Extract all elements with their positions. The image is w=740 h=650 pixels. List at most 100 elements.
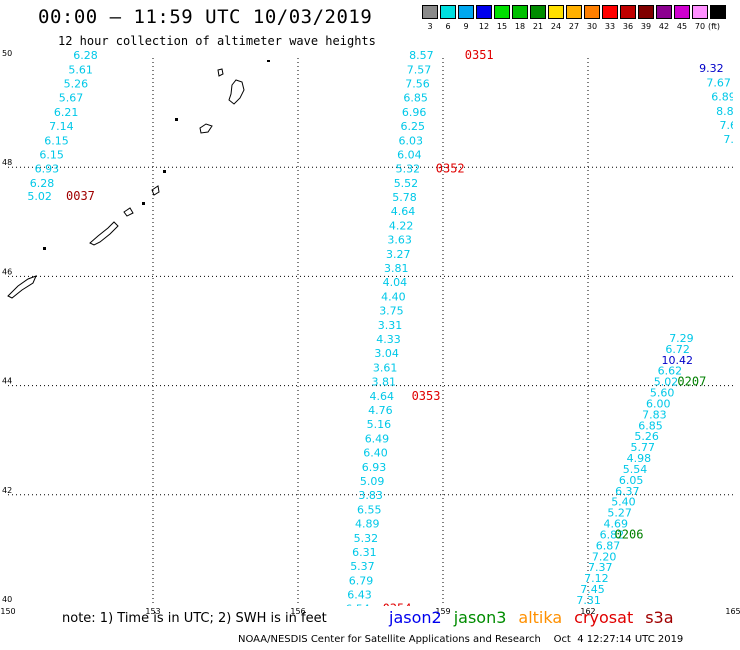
wave-height-value: 5.61 <box>68 63 93 76</box>
wave-height-value: 6.40 <box>363 447 388 460</box>
islet-1 <box>175 118 178 121</box>
satellite-cryosat: cryosat <box>574 608 634 627</box>
wave-height-value: 6.43 <box>347 589 372 602</box>
wave-height-value: 7.81 <box>344 617 369 630</box>
wave-height-value: 6.87 <box>596 539 621 552</box>
islet-5 <box>267 60 270 62</box>
lon-tick-label: 162 <box>580 607 595 616</box>
legend-unit: (ft) <box>708 22 721 31</box>
pass-time-label: 0037 <box>66 189 95 203</box>
wave-height-value: 3.04 <box>374 347 399 360</box>
legend-label: 3 <box>427 22 433 31</box>
wave-height-value: 3.61 <box>373 361 398 374</box>
wave-height-value: 5.78 <box>392 191 417 204</box>
wave-height-value: 3.81 <box>384 262 409 275</box>
wave-height-value: 6.62 <box>658 365 683 378</box>
legend-swatch <box>710 5 726 19</box>
lat-tick-label: 40 <box>2 595 12 604</box>
wave-height-value: 3.63 <box>387 234 412 247</box>
wave-height-value: 6.03 <box>399 134 424 147</box>
legend-swatch <box>494 5 510 19</box>
pass-time-label: 0352 <box>436 162 465 176</box>
wave-height-value: 4.22 <box>389 219 414 232</box>
wave-height-value: 6.05 <box>619 474 644 487</box>
wave-height-value: 5.77 <box>631 441 656 454</box>
wave-height-value: 5.32 <box>354 532 379 545</box>
lon-tick-label: 165 <box>725 607 740 616</box>
island-5 <box>89 221 119 246</box>
wave-height-value: 7.34 <box>723 133 740 146</box>
wave-height-value: 4.04 <box>383 276 408 289</box>
wave-height-value: 6.89 <box>711 91 736 104</box>
legend-label: 18 <box>514 22 526 31</box>
legend-label: 27 <box>568 22 580 31</box>
legend-swatch <box>512 5 528 19</box>
wave-height-value: 6.83 <box>573 605 598 618</box>
wave-height-value: 5.37 <box>350 560 375 573</box>
satellite-legend: jason2 jason3 altika cryosat s3a <box>389 608 686 627</box>
wave-height-value: 9.32 <box>699 62 724 75</box>
legend-label: 21 <box>532 22 544 31</box>
wave-height-value: 8.57 <box>409 49 434 62</box>
legend-swatch <box>638 5 654 19</box>
wave-height-value: 7.29 <box>669 332 694 345</box>
legend-swatch <box>602 5 618 19</box>
lon-tick-label: 153 <box>145 607 160 616</box>
satellite-jason3: jason3 <box>453 608 507 627</box>
altimeter-tracks: 6.285.615.265.676.217.146.156.156.936.28… <box>27 48 740 650</box>
wave-height-value: 7.67 <box>706 76 731 89</box>
lon-tick-label: 150 <box>0 607 15 616</box>
footer-credit: NOAA/NESDIS Center for Satellite Applica… <box>238 634 684 645</box>
note-text: note: 1) Time is in UTC; 2) SWH is in fe… <box>62 611 327 626</box>
islet-3 <box>142 202 145 205</box>
wave-height-value: 5.02 <box>654 376 679 389</box>
satellite-jason2: jason2 <box>389 608 442 627</box>
wave-height-value: 4.98 <box>627 452 652 465</box>
pass-time-label: 0354 <box>383 602 412 616</box>
wave-height-value: 10.42 <box>661 354 693 367</box>
wave-height-value: 3.31 <box>378 319 403 332</box>
wave-height-value: 5.67 <box>59 92 84 105</box>
legend-swatch <box>422 5 438 19</box>
wave-height-value: 5.32 <box>396 163 421 176</box>
islet-2 <box>163 170 166 173</box>
pass-time-label: 0353 <box>412 389 441 403</box>
legend-swatch <box>566 5 582 19</box>
wave-height-value: 5.09 <box>360 475 385 488</box>
legend-label: 33 <box>604 22 616 31</box>
legend-swatch <box>530 5 546 19</box>
satellite-s3a: s3a <box>645 608 674 627</box>
wave-height-value: 6.21 <box>54 106 79 119</box>
legend-swatch <box>692 5 708 19</box>
graticule: 150 153 156 159 162 165 50 48 46 44 42 40 <box>0 49 740 616</box>
wave-height-value: 5.40 <box>611 496 636 509</box>
wave-height-value: 7.37 <box>588 561 613 574</box>
wave-height-value: 6.82 <box>600 528 625 541</box>
wave-height-value: 6.93 <box>362 461 387 474</box>
wave-height-value: 6.54 <box>345 603 370 616</box>
wave-height-value: 8.13 <box>341 645 366 650</box>
lon-tick-label: 156 <box>290 607 305 616</box>
island-3 <box>199 123 213 134</box>
wave-height-value: 5.27 <box>607 507 632 520</box>
legend-swatch <box>476 5 492 19</box>
wave-height-value: 6.25 <box>400 120 425 133</box>
legend-swatch <box>674 5 690 19</box>
wave-height-value: 7.69 <box>719 119 740 132</box>
wave-height-value: 6.37 <box>615 485 640 498</box>
lon-tick-label: 159 <box>435 607 450 616</box>
legend-label: 9 <box>463 22 469 31</box>
legend-swatch <box>656 5 672 19</box>
wave-height-value: 5.26 <box>634 430 659 443</box>
legend-label: 30 <box>586 22 598 31</box>
legend-label: 39 <box>640 22 652 31</box>
wave-height-value: 8.87 <box>716 105 740 118</box>
wave-height-value: 7.57 <box>407 63 432 76</box>
coastline <box>7 60 270 299</box>
legend-label: 36 <box>622 22 634 31</box>
wave-height-value: 4.76 <box>368 404 393 417</box>
legend-swatch <box>548 5 564 19</box>
legend-swatch <box>440 5 456 19</box>
legend-label: 15 <box>496 22 508 31</box>
